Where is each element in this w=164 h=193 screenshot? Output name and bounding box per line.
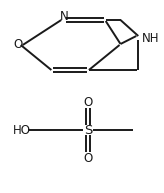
Text: N: N [60, 9, 69, 23]
Text: NH: NH [142, 31, 160, 45]
Text: S: S [84, 124, 92, 136]
Text: O: O [13, 38, 22, 52]
Text: O: O [83, 96, 92, 108]
Text: HO: HO [13, 124, 31, 136]
Text: O: O [83, 152, 92, 164]
